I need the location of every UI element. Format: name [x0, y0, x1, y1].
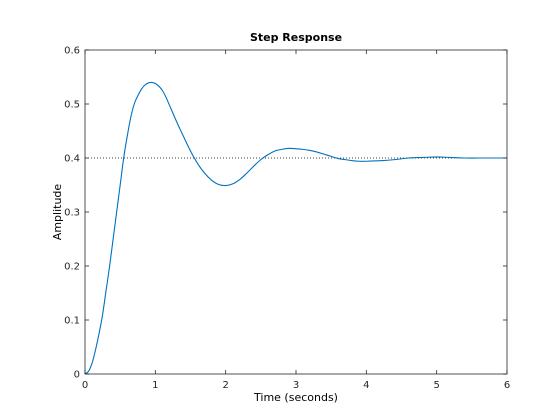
y-tick-label: 0 — [74, 370, 80, 381]
plot-area — [85, 50, 507, 374]
x-tick-label: 4 — [363, 380, 369, 391]
x-tick-label: 2 — [222, 380, 228, 391]
y-tick-label: 0.5 — [64, 100, 80, 111]
x-tick-label: 0 — [82, 380, 88, 391]
y-tick-label: 0.2 — [64, 262, 80, 273]
x-tick-label: 1 — [152, 380, 158, 391]
x-tick-label: 3 — [293, 380, 299, 391]
x-axis-label: Time (seconds) — [253, 391, 338, 404]
y-tick-label: 0.6 — [64, 46, 80, 57]
x-tick-label: 6 — [504, 380, 510, 391]
y-tick-label: 0.3 — [64, 208, 80, 219]
x-tick-label: 5 — [433, 380, 439, 391]
y-tick-label: 0.4 — [64, 154, 80, 165]
series-line-0 — [84, 81, 507, 375]
chart-title: Step Response — [250, 31, 342, 44]
y-tick-label: 0.1 — [64, 316, 80, 327]
y-axis-label: Amplitude — [51, 184, 64, 241]
